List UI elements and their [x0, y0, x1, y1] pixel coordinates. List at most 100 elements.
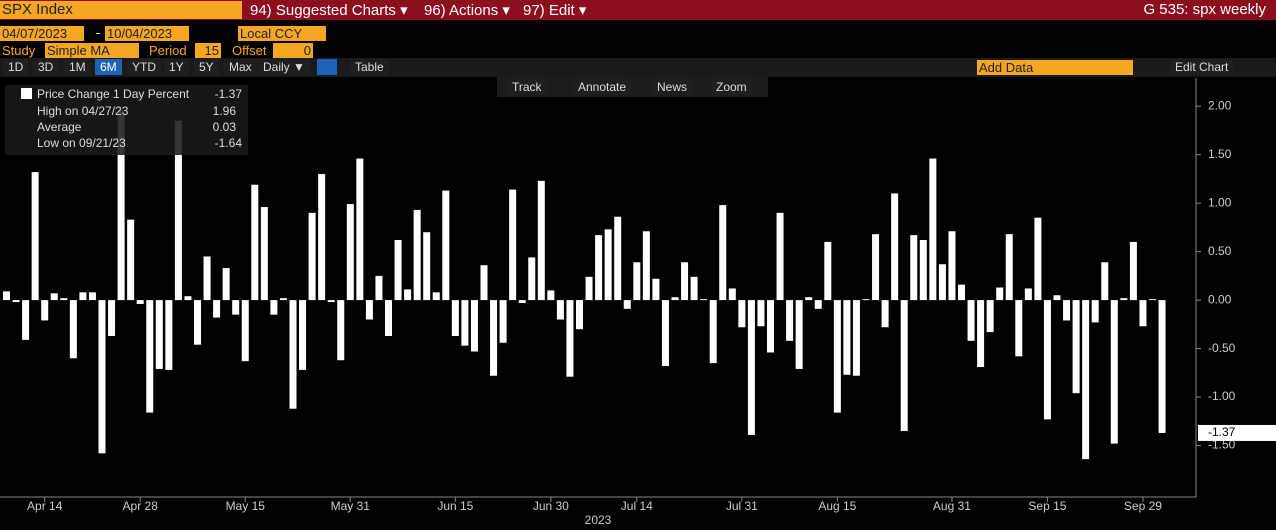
- bar: [203, 256, 211, 301]
- range-button[interactable]: 1Y: [164, 59, 189, 75]
- x-axis-title: 2023: [585, 513, 612, 527]
- last-value-box: [1198, 424, 1276, 441]
- bar: [365, 300, 373, 320]
- bar: [60, 298, 68, 301]
- start-date[interactable]: 04/07/2023: [0, 26, 84, 41]
- x-tick-label: Jul 14: [621, 499, 653, 513]
- bar: [919, 239, 927, 301]
- edit-chart-button[interactable]: Edit Chart: [1170, 59, 1234, 75]
- bar: [337, 300, 345, 361]
- bar: [385, 300, 392, 336]
- menu[interactable]: 97) Edit ▾: [523, 2, 587, 19]
- bar: [423, 232, 431, 301]
- range-button[interactable]: Max: [224, 59, 257, 75]
- currency[interactable]: Local CCY: [238, 26, 326, 41]
- frequency-button[interactable]: Daily ▼: [258, 59, 310, 75]
- add-data-input[interactable]: Add Data: [977, 60, 1133, 75]
- y-tick-label: -1.00: [1208, 389, 1236, 403]
- bar: [1082, 300, 1090, 460]
- range-button[interactable]: 6M: [95, 59, 122, 75]
- bar: [929, 158, 937, 301]
- offset-input[interactable]: 0: [273, 43, 313, 58]
- bar: [1120, 298, 1128, 301]
- y-tick-label: -0.50: [1208, 341, 1236, 355]
- legend-label: High on 04/27/23: [37, 104, 129, 118]
- bar: [509, 189, 517, 301]
- range-button[interactable]: 1D: [3, 59, 29, 75]
- study-select[interactable]: Simple MA: [45, 43, 139, 58]
- bar: [308, 212, 316, 301]
- menu[interactable]: 96) Actions ▾: [424, 2, 510, 19]
- bar: [767, 300, 774, 353]
- y-tick-label: 1.50: [1208, 147, 1232, 161]
- chart-tools: Track Annotate News Zoom: [497, 77, 768, 97]
- bar: [747, 300, 755, 435]
- bar: [1129, 241, 1137, 301]
- bar: [1110, 300, 1118, 444]
- bar: [432, 292, 440, 301]
- x-tick-label: Sep 15: [1028, 499, 1066, 513]
- bar: [910, 235, 918, 301]
- range-button[interactable]: 5Y: [194, 59, 219, 75]
- tool-button[interactable]: Track: [507, 79, 547, 95]
- bar: [232, 300, 240, 315]
- y-tick-label: 2.00: [1208, 98, 1232, 112]
- bar: [681, 262, 689, 301]
- bar: [184, 296, 192, 301]
- table-button[interactable]: Table: [350, 59, 389, 75]
- study-label: Study: [2, 43, 36, 58]
- bar: [394, 239, 402, 301]
- bar: [891, 193, 899, 301]
- bar: [996, 287, 1004, 301]
- bar: [1158, 300, 1166, 433]
- bar: [556, 300, 564, 320]
- y-tick-label: 1.00: [1208, 195, 1232, 209]
- x-tick-label: Apr 14: [27, 499, 63, 513]
- menu[interactable]: 94) Suggested Charts ▾: [250, 2, 408, 19]
- y-tick-label: 0.50: [1208, 244, 1232, 258]
- bar: [1015, 300, 1023, 357]
- period-input[interactable]: 15: [195, 43, 221, 58]
- bar: [270, 300, 278, 315]
- tool-button[interactable]: News: [652, 79, 693, 95]
- legend-swatch: [21, 88, 32, 99]
- bar: [194, 300, 201, 345]
- bar: [451, 300, 459, 336]
- x-tick-label: Jun 15: [437, 499, 473, 513]
- bar: [528, 257, 536, 301]
- bar: [967, 300, 975, 341]
- x-tick-label: May 15: [226, 499, 266, 513]
- bar: [833, 300, 841, 413]
- offset-label: Offset: [232, 43, 267, 58]
- bar: [1149, 299, 1156, 301]
- bar: [146, 300, 154, 413]
- legend-label: Low on 09/21/23: [37, 136, 126, 150]
- ticker-input[interactable]: SPX Index: [0, 1, 242, 19]
- bar: [50, 293, 58, 301]
- x-tick-label: Aug 15: [818, 499, 856, 513]
- bar: [977, 300, 985, 368]
- bar: [79, 292, 87, 301]
- tool-button[interactable]: Zoom: [711, 79, 752, 95]
- bar: [108, 300, 116, 336]
- bar: [12, 300, 20, 303]
- line-chart-button[interactable]: [317, 59, 337, 75]
- range-button[interactable]: YTD: [127, 59, 161, 75]
- tool-button[interactable]: Annotate: [573, 79, 632, 95]
- bar: [213, 300, 221, 318]
- bar: [623, 300, 631, 309]
- bar: [69, 300, 77, 359]
- range-button[interactable]: 3D: [33, 59, 59, 75]
- bar: [1139, 300, 1147, 327]
- bar: [652, 278, 660, 301]
- bar: [661, 300, 669, 367]
- end-date[interactable]: 10/04/2023: [105, 26, 189, 41]
- bar: [356, 158, 364, 301]
- bar: [413, 209, 421, 301]
- x-tick-label: Apr 28: [123, 499, 159, 513]
- bar: [843, 300, 851, 375]
- legend-value: -1.37: [214, 87, 242, 101]
- range-button[interactable]: 1M: [64, 59, 91, 75]
- bar: [900, 300, 908, 432]
- bar: [1101, 262, 1109, 301]
